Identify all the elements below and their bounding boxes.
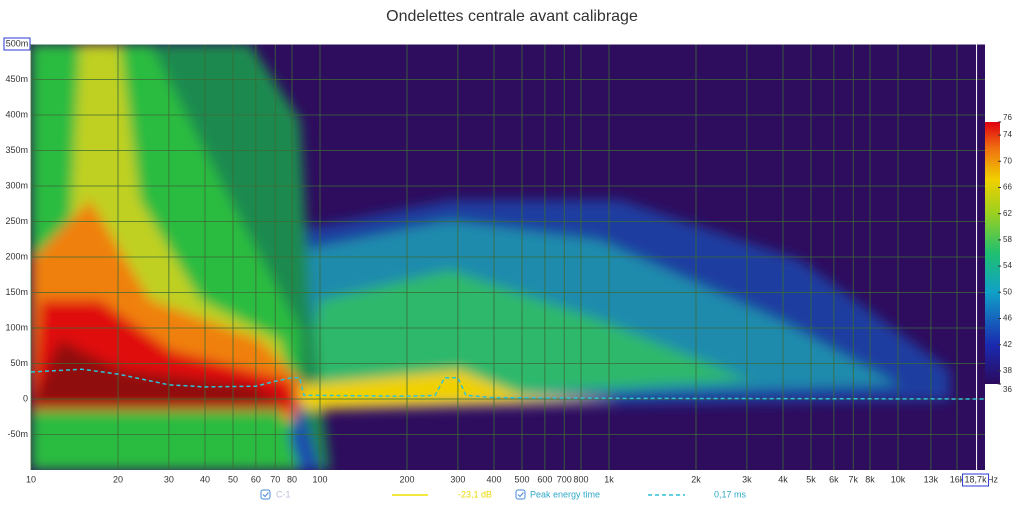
x-tick-label: 600 (537, 474, 552, 484)
x-tick-label: 20 (113, 474, 123, 484)
colorbar-label: 76 (1003, 113, 1012, 122)
x-tick-label: 8k (865, 474, 875, 484)
colorbar-label: 74 (1003, 130, 1012, 139)
y-cursor-label: 500m (6, 38, 29, 48)
colorbar-label: 36 (1003, 385, 1012, 394)
colorbar-label: 46 (1003, 314, 1012, 323)
colorbar-label: 50 (1003, 287, 1012, 296)
colorbar-label: 42 (1003, 340, 1012, 349)
x-tick-label: 500 (514, 474, 529, 484)
y-tick-label: 200m (5, 251, 28, 261)
legend-value: 0,17 ms (714, 489, 747, 499)
x-tick-label: 60 (251, 474, 261, 484)
colorbar-label: 62 (1003, 209, 1012, 218)
checkmark (517, 492, 524, 498)
y-tick-label: 150m (5, 287, 28, 297)
x-tick-label: 300 (450, 474, 465, 484)
x-tick-label: 5k (806, 474, 816, 484)
y-tick-label: 300m (5, 180, 28, 190)
x-tick-label: 100 (312, 474, 327, 484)
y-tick-label: 350m (5, 145, 28, 155)
x-tick-label: 3k (742, 474, 752, 484)
chart-title: Ondelettes centrale avant calibrage (386, 8, 638, 25)
x-tick-label: 800 (573, 474, 588, 484)
x-tick-label: 13k (924, 474, 939, 484)
x-tick-label: 10k (891, 474, 906, 484)
y-tick-label: -50m (7, 429, 28, 439)
x-tick-label: 400 (486, 474, 501, 484)
colorbar-label: 38 (1003, 366, 1012, 375)
y-tick-label: 100m (5, 322, 28, 332)
y-tick-label: 50m (10, 358, 28, 368)
y-tick-label: 250m (5, 216, 28, 226)
x-tick-label: 16k (950, 474, 965, 484)
x-tick-label: 1k (604, 474, 614, 484)
x-tick-label: 200 (399, 474, 414, 484)
legend-label: C-1 (276, 489, 291, 499)
x-tick-label: 2k (691, 474, 701, 484)
checkbox[interactable] (260, 489, 271, 500)
legend-label: Peak energy time (530, 489, 600, 499)
cursor-box (962, 473, 990, 487)
checkmark (262, 492, 269, 498)
x-tick-label: 700 (557, 474, 572, 484)
colorbar-label: 54 (1003, 261, 1012, 270)
colorbar-label: 70 (1003, 156, 1012, 165)
x-tick-label: 4k (778, 474, 788, 484)
colorbar-label: 58 (1003, 235, 1012, 244)
x-tick-label: 30 (164, 474, 174, 484)
x-cursor-label: 18,7k (965, 474, 988, 484)
x-tick-label: 6k (829, 474, 839, 484)
legend: C-1 -23,1 dB Peak energy time 0,17 ms (260, 489, 747, 500)
x-tick-label: 40 (200, 474, 210, 484)
x-tick-label: 70 (270, 474, 280, 484)
x-axis-unit: Hz (987, 474, 998, 484)
checkbox[interactable] (515, 489, 526, 500)
colorbar (985, 122, 1000, 384)
cursor-box (3, 37, 31, 51)
y-tick-label: 0 (23, 393, 28, 403)
colorbar-label: 66 (1003, 183, 1012, 192)
x-tick-label: 7k (848, 474, 858, 484)
y-tick-label: 400m (5, 109, 28, 119)
legend-value: -23,1 dB (458, 489, 492, 499)
x-tick-label: 10 (26, 474, 36, 484)
x-tick-label: 80 (287, 474, 297, 484)
x-tick-label: 50 (228, 474, 238, 484)
peak-energy-line (30, 368, 986, 400)
y-tick-label: 450m (5, 74, 28, 84)
